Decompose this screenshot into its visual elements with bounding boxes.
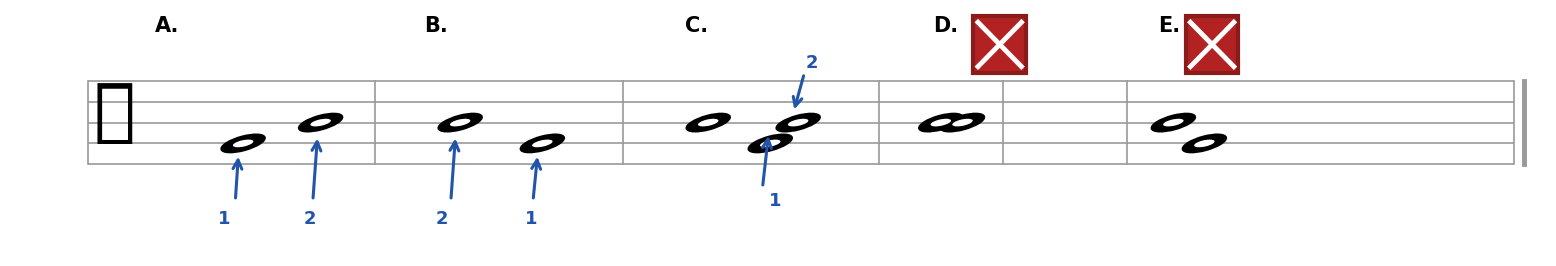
Ellipse shape <box>221 134 265 152</box>
Ellipse shape <box>759 140 781 147</box>
Ellipse shape <box>776 114 820 132</box>
Text: D.: D. <box>934 16 958 36</box>
Ellipse shape <box>233 140 254 147</box>
Ellipse shape <box>299 114 342 132</box>
Ellipse shape <box>450 119 470 126</box>
Ellipse shape <box>532 140 552 147</box>
Text: 2: 2 <box>303 210 316 228</box>
Text: 𝄞: 𝄞 <box>95 80 134 145</box>
Bar <box>1186 16 1239 73</box>
Text: 1: 1 <box>769 192 781 210</box>
Ellipse shape <box>699 119 719 126</box>
Ellipse shape <box>787 119 809 126</box>
Text: C.: C. <box>685 16 708 36</box>
Bar <box>974 16 1025 73</box>
Text: 2: 2 <box>806 54 818 72</box>
Ellipse shape <box>1183 134 1226 152</box>
Ellipse shape <box>439 114 482 132</box>
Text: 1: 1 <box>526 210 538 228</box>
Text: B.: B. <box>425 16 448 36</box>
Ellipse shape <box>930 119 951 126</box>
Ellipse shape <box>686 114 730 132</box>
Ellipse shape <box>310 119 331 126</box>
Ellipse shape <box>1164 119 1184 126</box>
Text: 𝄞: 𝄞 <box>93 79 135 146</box>
Text: A.: A. <box>154 16 179 36</box>
Ellipse shape <box>1193 140 1215 147</box>
Ellipse shape <box>748 134 792 152</box>
Ellipse shape <box>940 114 985 132</box>
Ellipse shape <box>952 119 972 126</box>
Ellipse shape <box>1151 114 1195 132</box>
Ellipse shape <box>520 134 565 152</box>
Text: 2: 2 <box>436 210 448 228</box>
Ellipse shape <box>920 114 963 132</box>
Text: E.: E. <box>1158 16 1179 36</box>
Text: 1: 1 <box>218 210 230 228</box>
